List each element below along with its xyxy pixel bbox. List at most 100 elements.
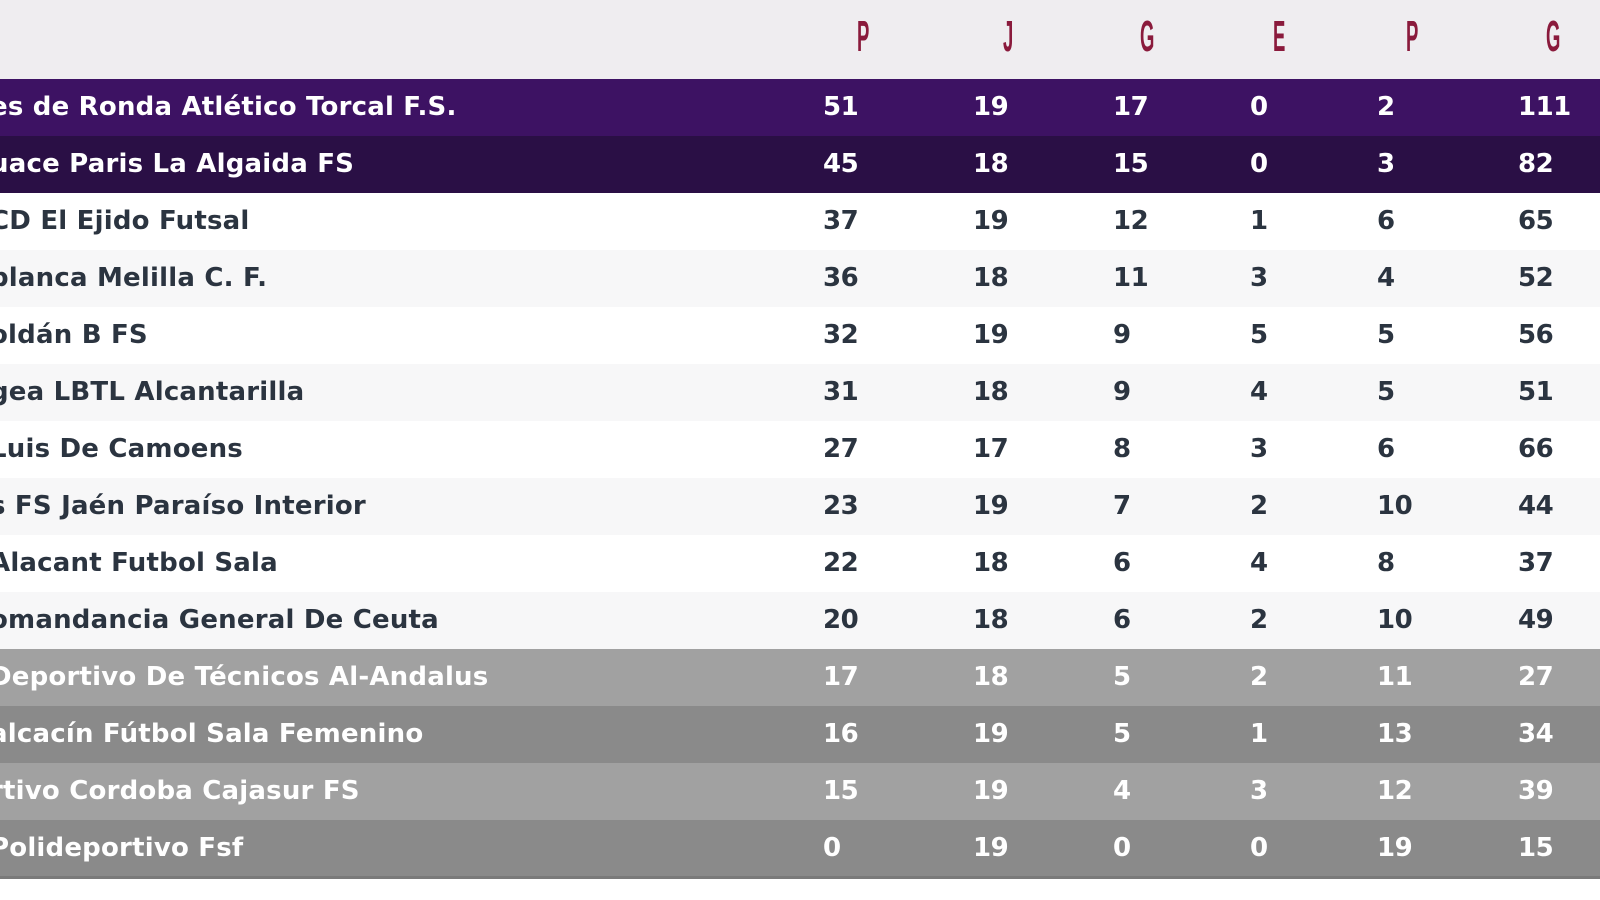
points-cell: 32 [823, 320, 859, 350]
table-row: oldán B FS 32 19 9 5 5 56 [0, 307, 1600, 364]
drawn-cell: 3 [1250, 263, 1268, 293]
goals-cell: 44 [1518, 491, 1554, 521]
drawn-cell: 3 [1250, 776, 1268, 806]
won-cell: 9 [1113, 320, 1131, 350]
goals-cell: 15 [1518, 833, 1554, 863]
table-row: Luis De Camoens 27 17 8 3 6 66 [0, 421, 1600, 478]
points-cell: 20 [823, 605, 859, 635]
goals-cell: 82 [1518, 149, 1554, 179]
lost-cell: 6 [1377, 206, 1395, 236]
table-row: gea LBTL Alcantarilla 31 18 9 4 5 51 [0, 364, 1600, 421]
table-row: CD El Ejido Futsal 37 19 12 1 6 65 [0, 193, 1600, 250]
drawn-cell: 5 [1250, 320, 1268, 350]
won-cell: 5 [1113, 662, 1131, 692]
team-name: s FS Jaén Paraíso Interior [0, 491, 366, 521]
lost-cell: 19 [1377, 833, 1413, 863]
lost-cell: 5 [1377, 320, 1395, 350]
points-cell: 45 [823, 149, 859, 179]
drawn-cell: 2 [1250, 662, 1268, 692]
table-row: s FS Jaén Paraíso Interior 23 19 7 2 10 44 [0, 478, 1600, 535]
played-cell: 19 [973, 833, 1009, 863]
drawn-cell: 1 [1250, 719, 1268, 749]
team-name: blanca Melilla C. F. [0, 263, 268, 293]
won-cell: 12 [1113, 206, 1149, 236]
won-cell: 8 [1113, 434, 1131, 464]
played-cell: 19 [973, 320, 1009, 350]
team-name: Luis De Camoens [0, 434, 243, 464]
points-cell: 31 [823, 377, 859, 407]
points-cell: 22 [823, 548, 859, 578]
won-cell: 0 [1113, 833, 1131, 863]
goals-cell: 49 [1518, 605, 1554, 635]
played-cell: 19 [973, 92, 1009, 122]
played-cell: 19 [973, 206, 1009, 236]
points-cell: 0 [823, 833, 841, 863]
goals-cell: 66 [1518, 434, 1554, 464]
lost-cell: 3 [1377, 149, 1395, 179]
team-name: es de Ronda Atlético Torcal F.S. [0, 92, 457, 122]
points-cell: 17 [823, 662, 859, 692]
played-cell: 18 [973, 377, 1009, 407]
table-row: uace Paris La Algaida FS 45 18 15 0 3 82 [0, 136, 1600, 193]
goals-cell: 56 [1518, 320, 1554, 350]
goals-cell: 65 [1518, 206, 1554, 236]
drawn-cell: 4 [1250, 377, 1268, 407]
table-row: es de Ronda Atlético Torcal F.S. 51 19 17 0 2… [0, 79, 1600, 136]
team-name: omandancia General De Ceuta [0, 605, 439, 635]
drawn-cell: 0 [1250, 149, 1268, 179]
team-name: CD El Ejido Futsal [0, 206, 250, 236]
team-name: gea LBTL Alcantarilla [0, 377, 305, 407]
team-name: uace Paris La Algaida FS [0, 149, 355, 179]
lost-cell: 2 [1377, 92, 1395, 122]
won-cell: 6 [1113, 605, 1131, 635]
points-cell: 27 [823, 434, 859, 464]
played-cell: 18 [973, 149, 1009, 179]
goals-cell: 27 [1518, 662, 1554, 692]
lost-cell: 12 [1377, 776, 1413, 806]
drawn-cell: 0 [1250, 92, 1268, 122]
played-cell: 18 [973, 662, 1009, 692]
table-row: alcacín Fútbol Sala Femenino 16 19 5 1 13 34 [0, 706, 1600, 763]
team-name: Alacant Futbol Sala [0, 548, 278, 578]
column-header-goals: G [1546, 12, 1561, 61]
points-cell: 37 [823, 206, 859, 236]
won-cell: 15 [1113, 149, 1149, 179]
goals-cell: 37 [1518, 548, 1554, 578]
lost-cell: 4 [1377, 263, 1395, 293]
won-cell: 9 [1113, 377, 1131, 407]
lost-cell: 8 [1377, 548, 1395, 578]
team-name: Deportivo De Técnicos Al-Andalus [0, 662, 489, 692]
played-cell: 19 [973, 491, 1009, 521]
team-name: Polideportivo Fsf [0, 833, 244, 863]
lost-cell: 11 [1377, 662, 1413, 692]
drawn-cell: 2 [1250, 491, 1268, 521]
goals-cell: 52 [1518, 263, 1554, 293]
table-bottom-border [0, 876, 1600, 879]
points-cell: 16 [823, 719, 859, 749]
won-cell: 11 [1113, 263, 1149, 293]
column-header-points: P [857, 12, 870, 61]
points-cell: 23 [823, 491, 859, 521]
played-cell: 18 [973, 548, 1009, 578]
table-header: P J G E P G [0, 0, 1600, 80]
table-row: Deportivo De Técnicos Al-Andalus 17 18 5 2 11… [0, 649, 1600, 706]
team-name: alcacín Fútbol Sala Femenino [0, 719, 424, 749]
table-row: omandancia General De Ceuta 20 18 6 2 10 49 [0, 592, 1600, 649]
team-name: rtivo Cordoba Cajasur FS [0, 776, 360, 806]
won-cell: 6 [1113, 548, 1131, 578]
drawn-cell: 4 [1250, 548, 1268, 578]
played-cell: 18 [973, 605, 1009, 635]
goals-cell: 51 [1518, 377, 1554, 407]
column-header-drawn: E [1273, 12, 1286, 61]
won-cell: 7 [1113, 491, 1131, 521]
points-cell: 51 [823, 92, 859, 122]
lost-cell: 10 [1377, 491, 1413, 521]
lost-cell: 6 [1377, 434, 1395, 464]
lost-cell: 5 [1377, 377, 1395, 407]
table-row: Alacant Futbol Sala 22 18 6 4 8 37 [0, 535, 1600, 592]
lost-cell: 13 [1377, 719, 1413, 749]
played-cell: 19 [973, 776, 1009, 806]
won-cell: 5 [1113, 719, 1131, 749]
played-cell: 18 [973, 263, 1009, 293]
